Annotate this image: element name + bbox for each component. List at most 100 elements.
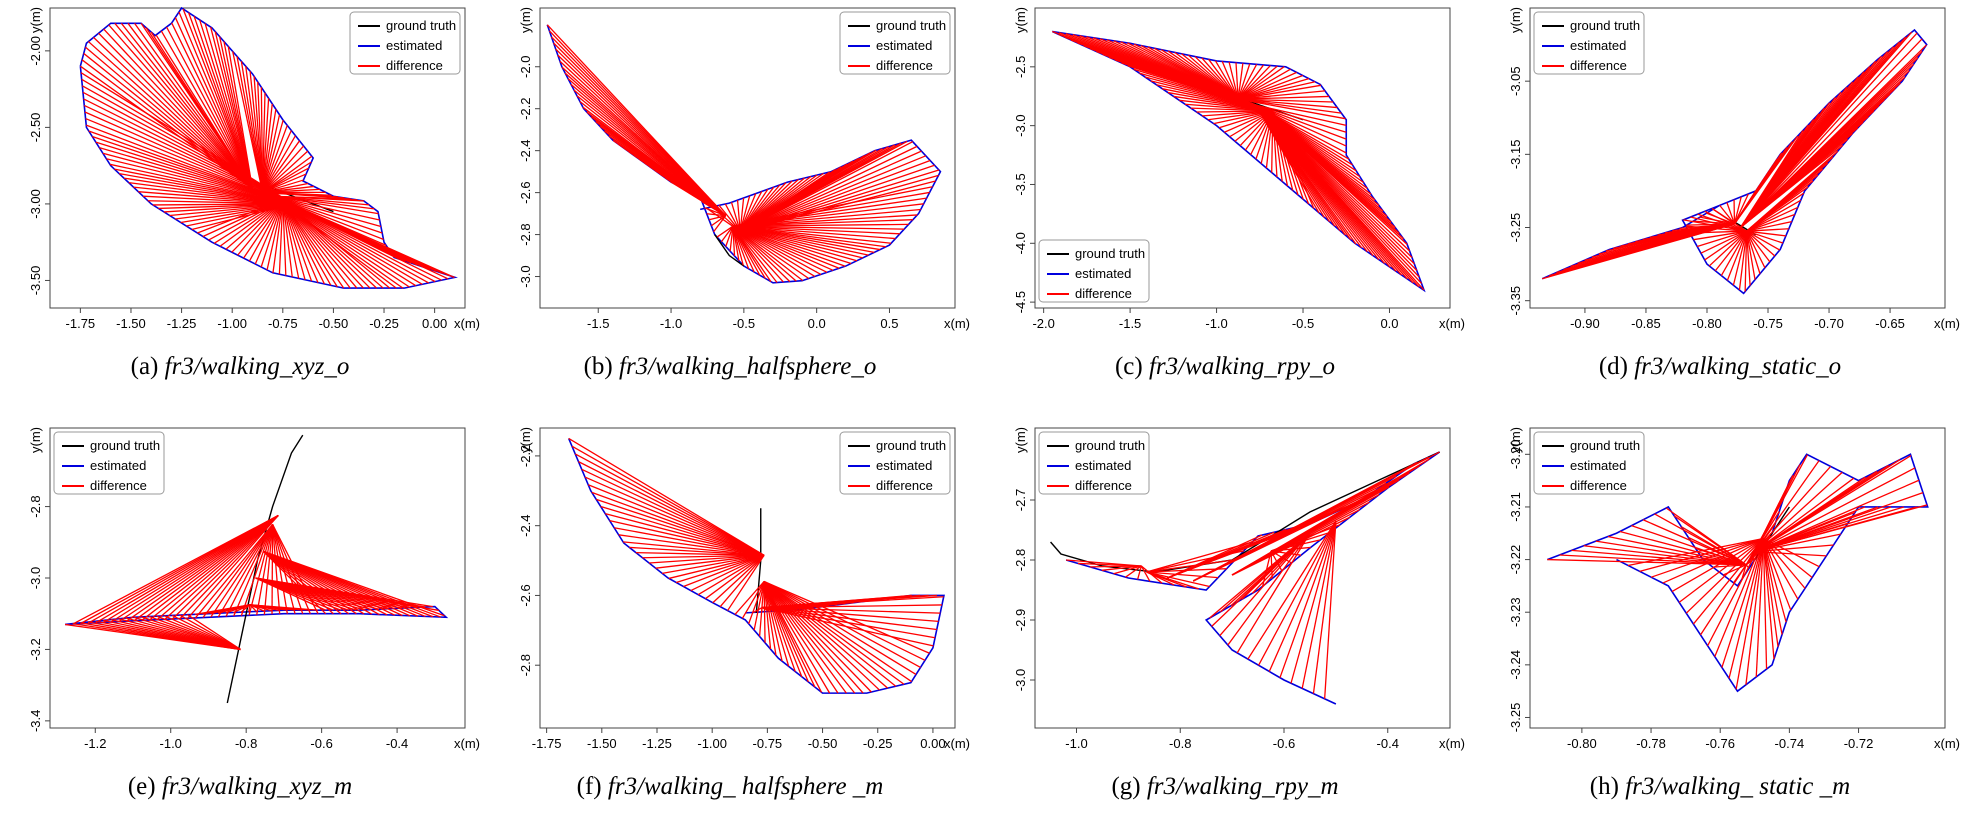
difference-line: [1696, 230, 1747, 248]
difference-line: [186, 203, 294, 227]
difference-line: [99, 147, 294, 205]
difference-line: [725, 225, 734, 247]
legend: ground truth estimated difference: [1533, 11, 1645, 75]
difference-line: [1301, 520, 1337, 689]
difference-line: [1754, 454, 1809, 552]
difference-line: [740, 180, 936, 233]
difference-line: [106, 158, 294, 205]
difference-line: [732, 225, 905, 230]
caption-e: (e) fr3/walking_xyz_m: [0, 773, 480, 801]
y-axis-label: y(m): [1013, 7, 1028, 33]
caption-name: fr3/walking_xyz_m: [161, 773, 353, 800]
trajectory-plot-a: -1.75 -1.50 -1.25 -1.00 -0.75 -0.50 -0.25 0.00 x…: [28, 6, 480, 331]
difference-line: [88, 130, 294, 205]
difference-line: [1762, 538, 1799, 600]
difference-line: [92, 135, 294, 205]
difference-line: [648, 554, 765, 564]
difference-line: [718, 204, 741, 232]
y-tick-label: -3.35: [1508, 286, 1523, 316]
difference-line: [178, 11, 254, 189]
difference-line: [739, 159, 931, 233]
difference-line: [1754, 467, 1916, 553]
x-tick-label: -0.25: [863, 736, 893, 751]
difference-line: [282, 199, 325, 285]
x-tick-label: -0.8: [1169, 736, 1191, 751]
difference-line: [1746, 199, 1802, 232]
y-tick-label: -2.50: [28, 113, 43, 143]
difference-line: [282, 200, 293, 278]
difference-line: [1762, 538, 1779, 647]
difference-line: [763, 581, 777, 656]
difference-line: [618, 534, 765, 556]
difference-line: [574, 453, 765, 556]
difference-line: [1673, 515, 1747, 566]
difference-line: [1238, 98, 1346, 120]
legend-box: [53, 431, 165, 495]
difference-line: [248, 604, 251, 612]
caption-name: fr3/walking_ static _m: [1625, 773, 1851, 800]
difference-line: [1101, 565, 1142, 571]
difference-line: [763, 580, 889, 689]
difference-line: [710, 215, 727, 227]
x-tick-label: -0.75: [268, 316, 298, 331]
difference-line: [82, 91, 294, 205]
y-tick-label: -3.25: [1508, 213, 1523, 243]
difference-line: [1227, 532, 1311, 646]
difference-line: [272, 195, 449, 280]
plot-data: [1547, 453, 1929, 693]
difference-line: [210, 524, 274, 618]
difference-line: [272, 195, 442, 281]
caption-prefix: (f): [576, 773, 602, 800]
x-axis-label: x(m): [1934, 316, 1960, 331]
difference-line: [108, 24, 253, 190]
y-tick-label: -3.25: [1508, 703, 1523, 733]
legend: ground truth estimated difference: [1038, 431, 1150, 495]
difference-line: [732, 225, 778, 283]
y-tick-label: -3.0: [1013, 669, 1028, 691]
difference-line: [114, 22, 253, 190]
difference-line: [1754, 479, 1920, 553]
difference-line: [581, 468, 765, 556]
difference-line: [166, 26, 254, 189]
difference-line: [1754, 471, 1843, 553]
x-tick-label: -0.75: [753, 736, 783, 751]
difference-line: [1763, 537, 1820, 568]
difference-line: [568, 437, 765, 556]
difference-line: [243, 199, 284, 259]
difference-line: [1237, 65, 1278, 100]
difference-line: [712, 206, 741, 232]
x-axis-label: x(m): [454, 316, 480, 331]
difference-line: [591, 491, 765, 556]
difference-line: [1238, 84, 1322, 100]
difference-line: [272, 195, 430, 284]
difference-line: [761, 607, 936, 639]
difference-line: [1571, 549, 1747, 566]
difference-line: [109, 163, 294, 205]
difference-line: [72, 514, 279, 625]
difference-line: [180, 203, 294, 224]
y-tick-label: -3.05: [1508, 66, 1523, 96]
legend-box: [839, 11, 951, 75]
legend-label: ground truth: [1570, 18, 1640, 33]
difference-line: [271, 524, 296, 614]
difference-lines: [64, 514, 445, 651]
legend-label: ground truth: [876, 18, 946, 33]
difference-line: [1740, 32, 1918, 228]
difference-lines: [1547, 454, 1928, 690]
difference-line: [182, 8, 254, 189]
difference-line: [706, 207, 741, 232]
difference-line: [1704, 230, 1748, 261]
difference-line: [85, 117, 294, 205]
x-tick-label: -0.50: [319, 316, 349, 331]
difference-line: [282, 200, 287, 276]
difference-line: [761, 607, 934, 647]
difference-line: [1683, 219, 1747, 232]
difference-line: [748, 581, 765, 624]
legend-box: [1038, 431, 1150, 495]
y-tick-label: -2.8: [1013, 549, 1028, 571]
difference-line: [1219, 532, 1311, 637]
difference-line: [83, 104, 294, 205]
x-tick-label: -0.8: [235, 736, 257, 751]
caption-prefix: (b): [583, 353, 613, 380]
difference-line: [1671, 537, 1764, 593]
